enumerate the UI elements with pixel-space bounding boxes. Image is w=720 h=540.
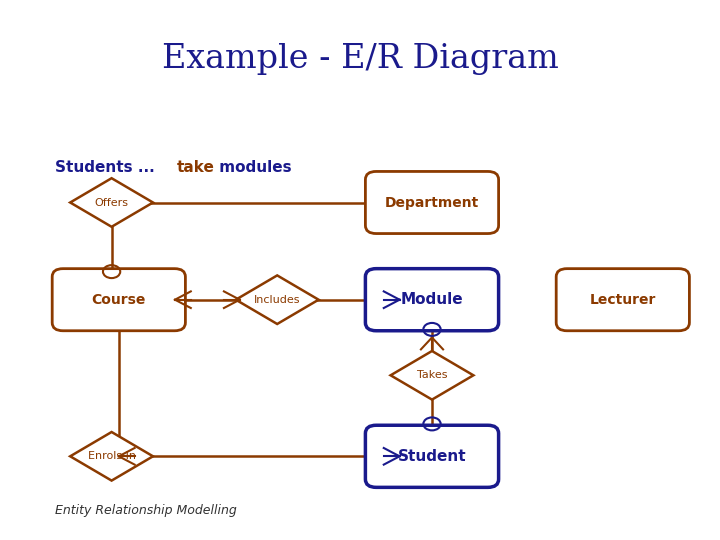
Text: Offers: Offers [94, 198, 129, 207]
Polygon shape [71, 432, 153, 481]
Polygon shape [71, 178, 153, 227]
FancyBboxPatch shape [365, 426, 498, 487]
FancyBboxPatch shape [53, 268, 186, 330]
FancyBboxPatch shape [556, 268, 690, 330]
FancyBboxPatch shape [365, 268, 498, 330]
Polygon shape [390, 351, 474, 400]
Text: Takes: Takes [417, 370, 447, 380]
Text: Students ...: Students ... [55, 160, 161, 175]
Text: Lecturer: Lecturer [590, 293, 656, 307]
Text: Course: Course [91, 293, 146, 307]
Text: modules: modules [214, 160, 292, 175]
Text: Includes: Includes [254, 295, 300, 305]
Text: Student: Student [397, 449, 467, 464]
Text: Module: Module [401, 292, 463, 307]
Text: Department: Department [385, 195, 479, 210]
Text: Enrols In: Enrols In [88, 451, 135, 461]
Text: Example - E/R Diagram: Example - E/R Diagram [161, 43, 559, 76]
Polygon shape [236, 275, 319, 324]
FancyBboxPatch shape [365, 172, 498, 233]
Text: take: take [176, 160, 215, 175]
Text: Entity Relationship Modelling: Entity Relationship Modelling [55, 504, 237, 517]
